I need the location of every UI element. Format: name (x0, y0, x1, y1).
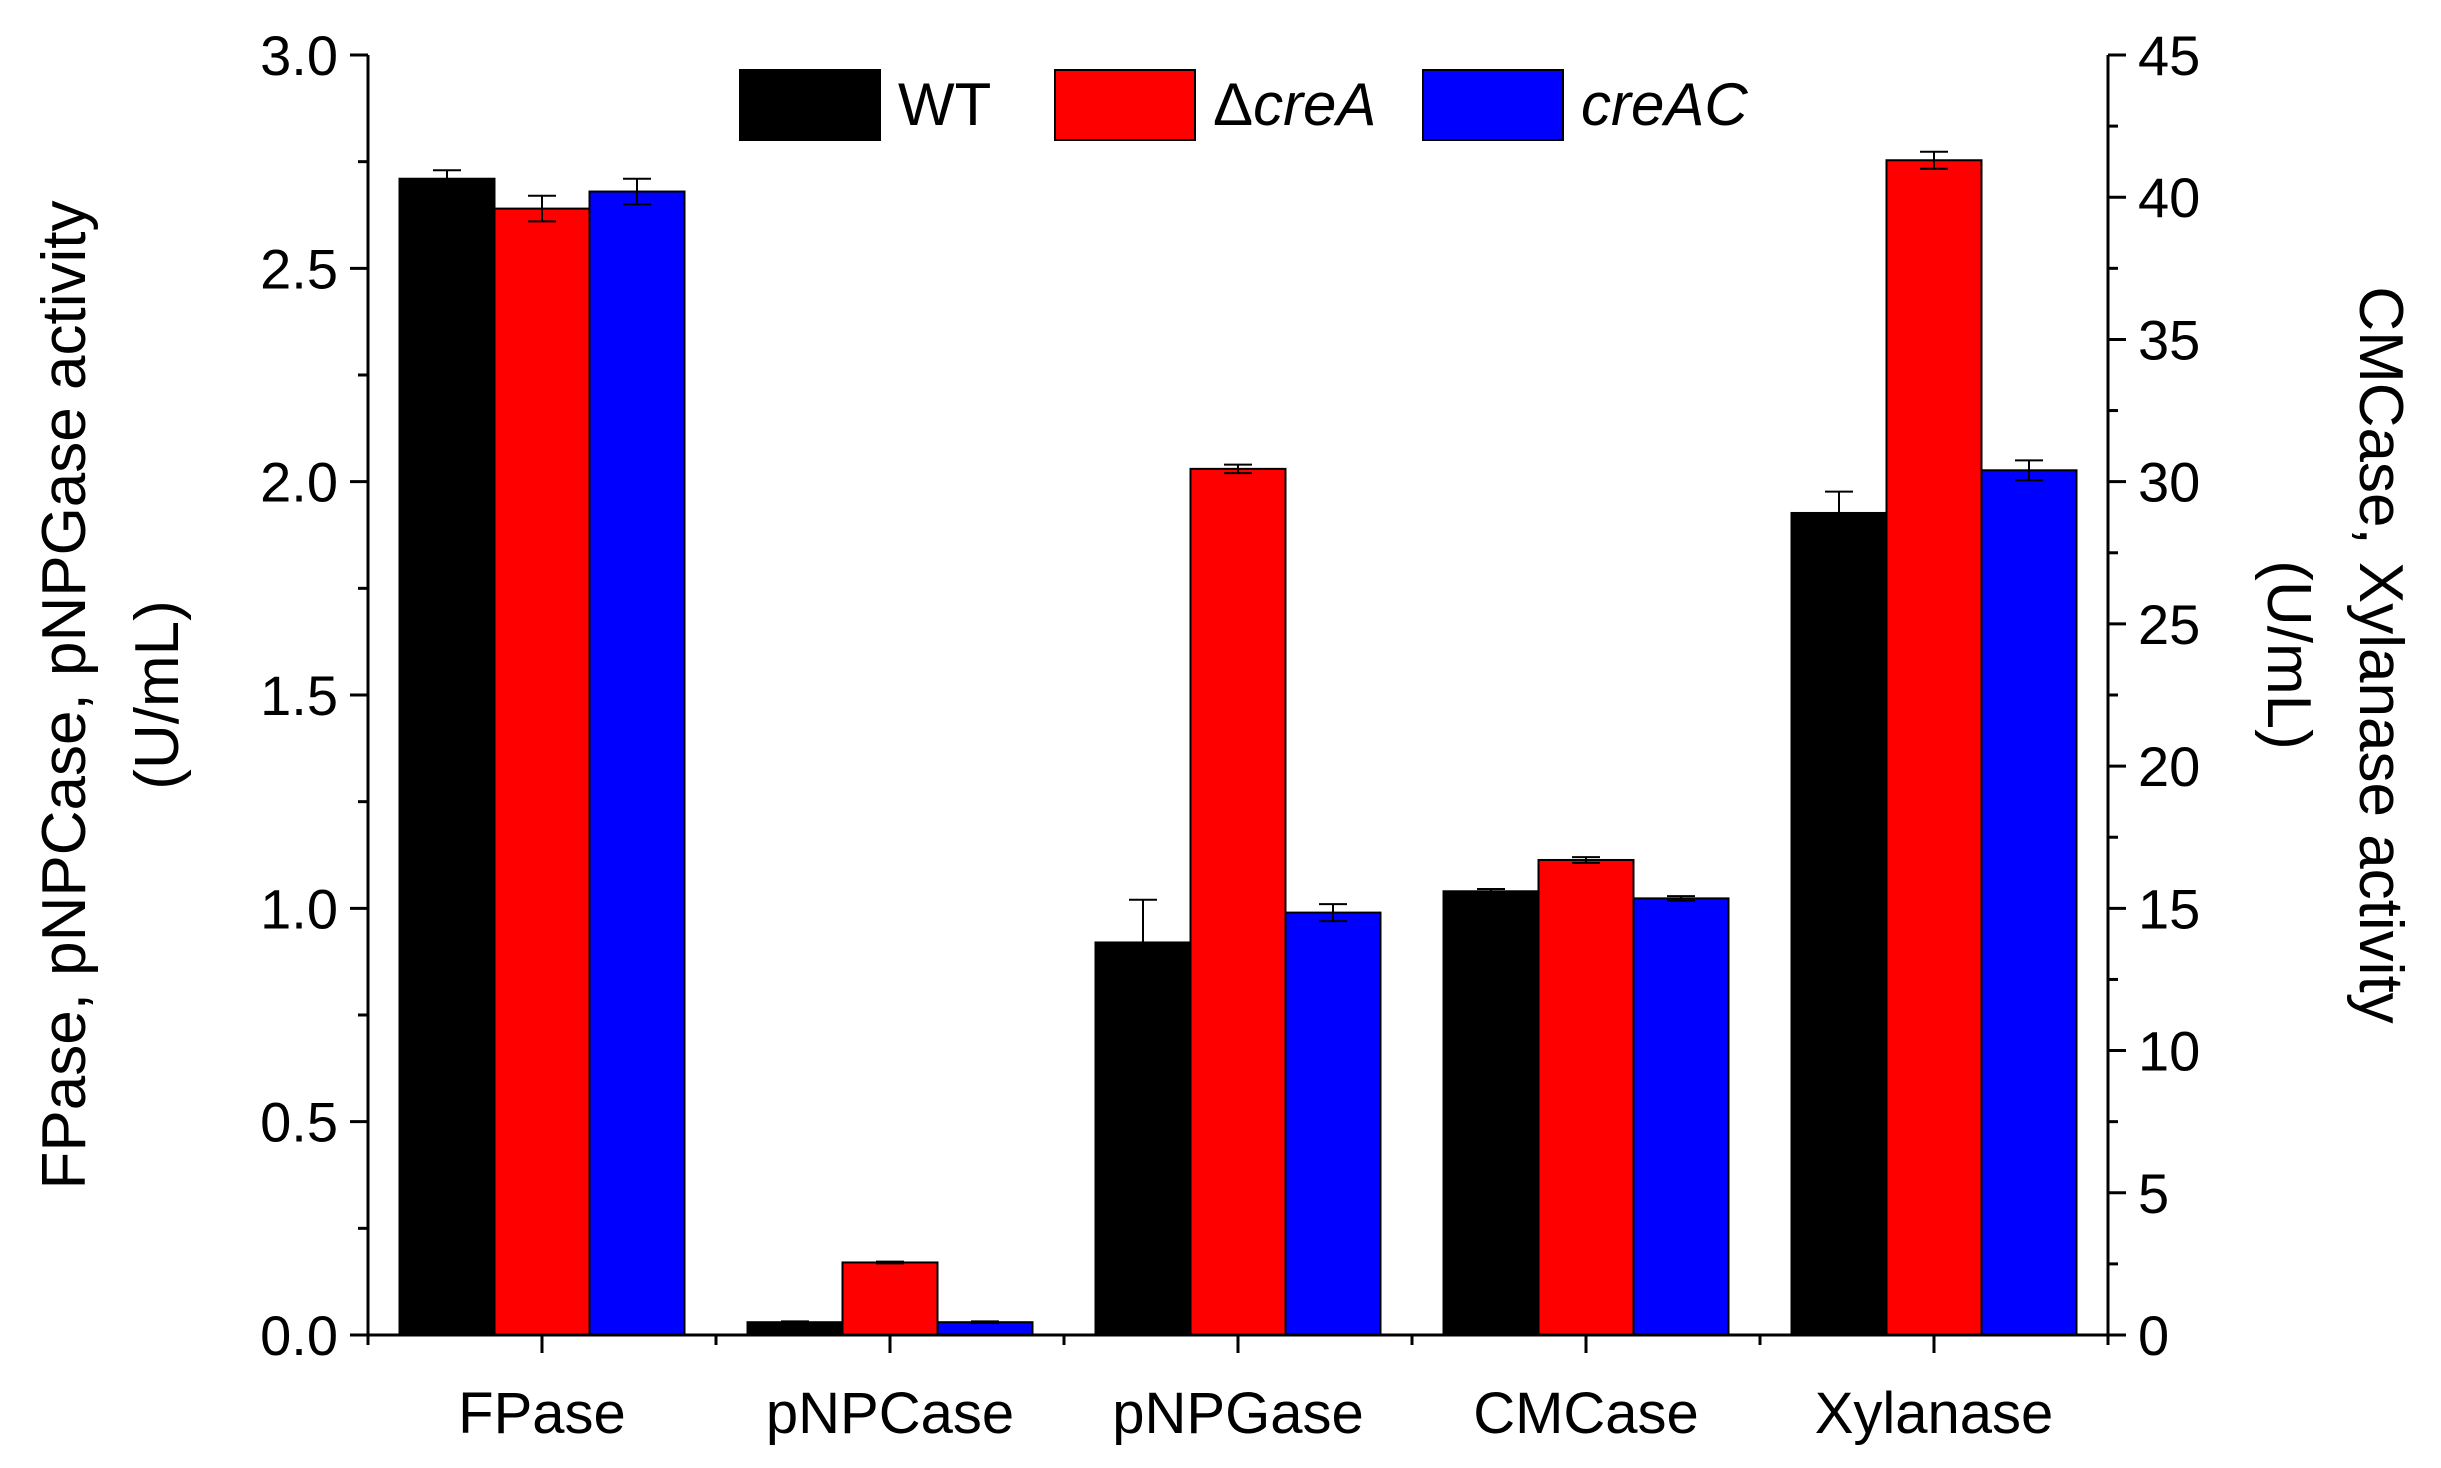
left-tick-label-1: 0.5 (260, 1091, 338, 1154)
bar-pnpcase-series-0 (746, 1321, 844, 1336)
left-axis-title-line2: (U/mL) (123, 600, 192, 789)
left-axis-title-line1: FPase, pNPCase, pNPGase activity (30, 201, 99, 1190)
bar-cmcase-series-1 (1537, 858, 1635, 1336)
legend: WT ΔcreA creAC (739, 69, 1748, 141)
left-tick-label-5: 2.5 (260, 237, 338, 300)
x-tick-label-3: CMCase (1473, 1381, 1699, 1446)
left-tick-label-3: 1.5 (260, 664, 338, 727)
x-tick-label-2: pNPGase (1112, 1381, 1363, 1446)
right-tick-label-1: 5 (2138, 1162, 2169, 1225)
bar-cmcase-series-2 (1632, 897, 1730, 1337)
labels-layer: FPase pNPCase pNPGase CMCase Xylanase 0.0 0.5 1… (30, 24, 2415, 1446)
right-tick-label-5: 25 (2138, 593, 2200, 656)
ticks-layer (350, 53, 2126, 1353)
bar-pnpgase-series-2 (1284, 911, 1382, 1336)
legend-label-2: creAC (1581, 71, 1748, 138)
error-bars-layer (433, 150, 2043, 1325)
legend-label-0: WT (898, 71, 991, 138)
legend-swatch-1 (1054, 69, 1196, 141)
right-tick-label-4: 20 (2138, 735, 2200, 798)
right-axis-title-line1: CMCase, Xylanase activity (2346, 286, 2415, 1023)
bar-pnpgase-series-0 (1094, 941, 1192, 1336)
left-tick-label-2: 1.0 (260, 877, 338, 940)
x-tick-label-0: FPase (458, 1381, 626, 1446)
x-tick-label-1: pNPCase (766, 1381, 1014, 1446)
right-tick-label-2: 10 (2138, 1020, 2200, 1083)
right-tick-label-8: 40 (2138, 166, 2200, 229)
bar-pnpcase-series-2 (936, 1321, 1034, 1336)
bar-fpase-series-0 (398, 177, 496, 1337)
right-tick-label-7: 35 (2138, 308, 2200, 371)
bar-pnpcase-series-1 (841, 1261, 939, 1337)
bar-xylanase-series-2 (1980, 469, 2078, 1336)
right-tick-label-9: 45 (2138, 24, 2200, 87)
right-tick-label-0: 0 (2138, 1304, 2169, 1367)
bar-fpase-series-2 (588, 190, 686, 1337)
left-tick-label-6: 3.0 (260, 24, 338, 87)
right-tick-label-6: 30 (2138, 451, 2200, 514)
x-tick-label-4: Xylanase (1815, 1381, 2054, 1446)
left-tick-label-4: 2.0 (260, 451, 338, 514)
legend-label-1: ΔcreA (1213, 71, 1376, 138)
bar-xylanase-series-0 (1790, 511, 1888, 1336)
legend-swatch-2 (1422, 69, 1564, 141)
right-tick-label-3: 15 (2138, 877, 2200, 940)
left-tick-label-0: 0.0 (260, 1304, 338, 1367)
bars-layer (398, 159, 2078, 1337)
legend-swatch-0 (739, 69, 881, 141)
bar-xylanase-series-1 (1885, 159, 1983, 1337)
right-axis-title-line2: (U/mL) (2254, 560, 2323, 749)
bar-fpase-series-1 (493, 207, 591, 1337)
bar-pnpgase-series-1 (1189, 467, 1287, 1337)
bar-cmcase-series-0 (1442, 890, 1540, 1336)
